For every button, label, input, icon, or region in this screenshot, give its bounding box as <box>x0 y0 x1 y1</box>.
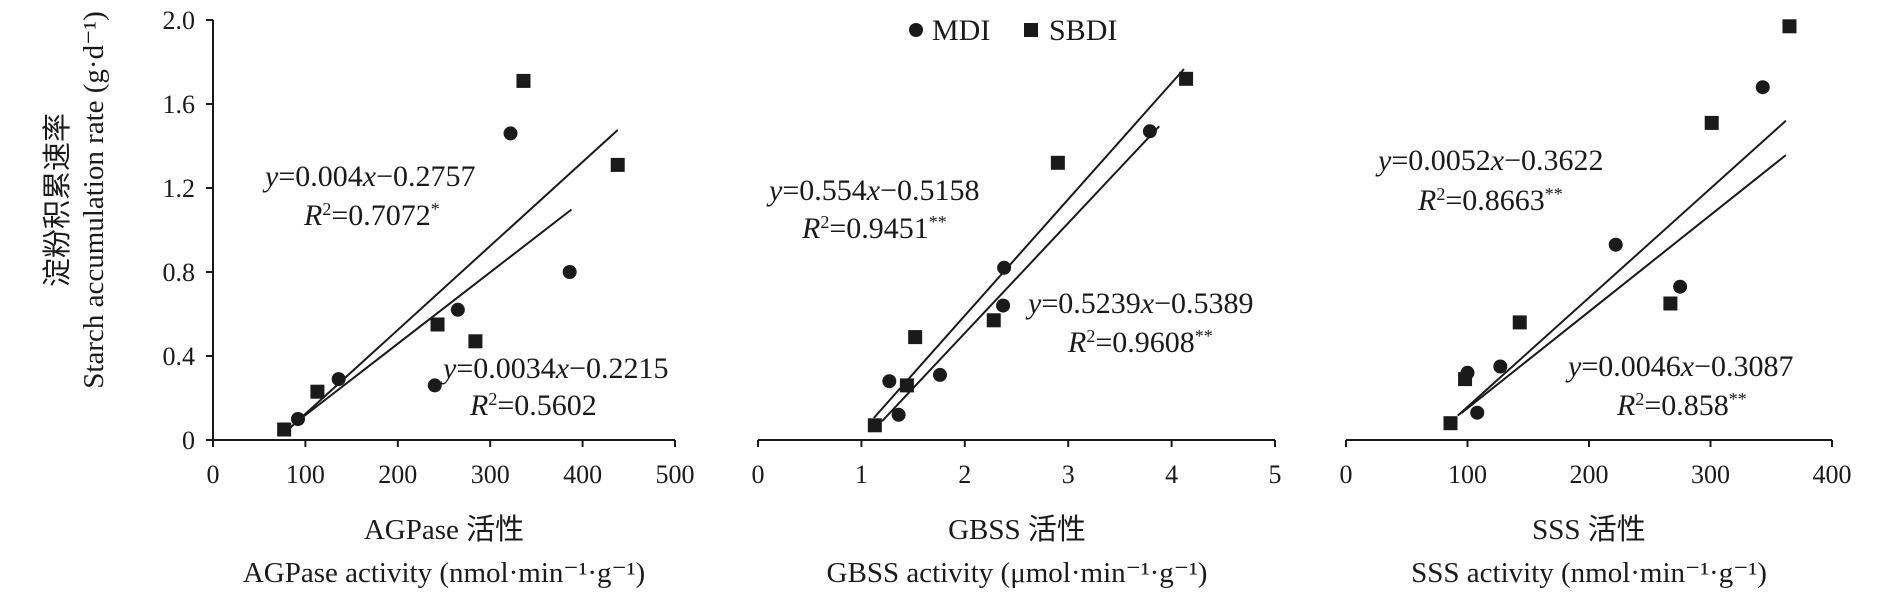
y-axis-title: 淀粉积累速率 Starch accumulation rate (g·d⁻¹) <box>41 11 110 388</box>
x-tick-label: 200 <box>1570 460 1609 489</box>
data-point-sbdi <box>1782 19 1797 34</box>
panel-sss: 0 100 200 300 400 SSS 活性 SSS activity (nmol·mi… <box>1340 19 1852 589</box>
r-squared-mdi: R2=0.5602 <box>469 389 597 422</box>
data-point-sbdi <box>1179 71 1194 86</box>
r-squared-sbdi: R2=0.9451** <box>801 212 947 245</box>
r-squared-sbdi: R2=0.7072* <box>303 199 440 232</box>
y-axis-title-cn: 淀粉积累速率 <box>41 113 74 287</box>
data-point-sbdi <box>310 384 325 399</box>
data-point-mdi <box>996 298 1011 313</box>
y-tick-label: 1.6 <box>163 90 196 119</box>
data-point-sbdi <box>908 330 923 345</box>
data-point-mdi <box>503 126 518 141</box>
x-tick-label: 500 <box>656 460 695 489</box>
x-tick-label: 100 <box>286 460 325 489</box>
fit-line-mdi <box>881 125 1160 422</box>
x-axis-title-en: AGPase activity (nmol·min⁻¹·g⁻¹) <box>243 557 645 589</box>
regression-equation-mdi: y=0.5239x−0.5389 <box>1025 287 1254 320</box>
data-point-mdi <box>1493 359 1508 374</box>
x-tick-label: 100 <box>1448 460 1487 489</box>
data-point-mdi <box>1470 405 1485 420</box>
x-axis-title-cn: GBSS 活性 <box>948 513 1086 546</box>
fit-line-mdi <box>1460 154 1787 414</box>
regression-equation-mdi: y=0.0046x−0.3087 <box>1565 350 1794 383</box>
fit-line-mdi <box>295 208 573 424</box>
x-tick-label: 4 <box>1165 460 1178 489</box>
data-point-mdi <box>882 374 897 389</box>
legend-circle-marker <box>909 23 923 37</box>
data-point-sbdi <box>899 378 914 393</box>
regression-equation-sbdi: y=0.554x−0.5158 <box>766 174 980 207</box>
data-point-mdi <box>1142 124 1157 139</box>
data-point-mdi <box>427 378 442 393</box>
y-axis-title-en: Starch accumulation rate (g·d⁻¹) <box>78 11 110 388</box>
legend: MDI SBDI <box>909 14 1117 47</box>
x-tick-label: 0 <box>752 460 765 489</box>
data-point-sbdi <box>1512 315 1527 330</box>
x-tick-label: 2 <box>958 460 971 489</box>
data-point-mdi <box>997 260 1012 275</box>
data-point-mdi <box>932 367 947 382</box>
data-point-mdi <box>1608 237 1623 252</box>
r-squared-mdi: R2=0.858** <box>1616 389 1747 422</box>
regression-equation-sbdi: y=0.0052x−0.3622 <box>1375 144 1604 177</box>
legend-label-sbdi: SBDI <box>1049 14 1117 47</box>
y-tick-label: 0.8 <box>163 258 196 287</box>
data-point-mdi <box>331 372 346 387</box>
data-point-sbdi <box>1050 155 1065 170</box>
data-point-sbdi <box>516 73 531 88</box>
data-point-sbdi <box>986 313 1001 328</box>
data-point-sbdi <box>867 418 882 433</box>
regression-equation-sbdi: y=0.004x−0.2757 <box>262 160 476 193</box>
x-axis-title-cn: AGPase 活性 <box>364 513 524 546</box>
x-tick-label: 400 <box>1813 460 1852 489</box>
x-tick-label: 1 <box>855 460 868 489</box>
data-point-sbdi <box>277 422 292 437</box>
r-squared-sbdi: R2=0.8663** <box>1417 184 1563 217</box>
panel-gbss: 0 1 2 3 4 5 GBSS 活性 GBSS activity (μmol·min⁻¹·g… <box>752 68 1282 589</box>
data-point-sbdi <box>1458 372 1473 387</box>
x-tick-label: 200 <box>378 460 417 489</box>
regression-equation-mdi: y=0.0034x−0.2215 <box>440 352 669 385</box>
data-point-sbdi <box>1663 296 1678 311</box>
panel-agpase: 0 0.4 0.8 1.2 1.6 2.0 0 100 200 300 400 500 AGPase 活… <box>163 6 695 589</box>
x-tick-label: 300 <box>471 460 510 489</box>
data-point-mdi <box>1755 80 1770 95</box>
r-squared-mdi: R2=0.9608** <box>1067 326 1213 359</box>
x-axis-title-en: GBSS activity (μmol·min⁻¹·g⁻¹) <box>827 557 1208 589</box>
data-point-mdi <box>1673 279 1688 294</box>
x-tick-label: 3 <box>1062 460 1075 489</box>
data-point-mdi <box>891 407 906 422</box>
y-tick-label: 0.4 <box>163 342 196 371</box>
data-point-sbdi <box>1704 115 1719 130</box>
y-tick-label: 1.2 <box>163 174 196 203</box>
data-point-sbdi <box>1443 416 1458 431</box>
x-tick-label: 300 <box>1691 460 1730 489</box>
x-tick-label: 0 <box>207 460 220 489</box>
data-point-sbdi <box>610 157 625 172</box>
x-tick-label: 0 <box>1340 460 1353 489</box>
data-point-mdi <box>450 302 465 317</box>
x-axis-title-en: SSS activity (nmol·min⁻¹·g⁻¹) <box>1411 557 1767 589</box>
data-point-mdi <box>562 265 577 279</box>
fit-line-sbdi <box>1457 120 1787 417</box>
fit-line-sbdi <box>873 68 1185 419</box>
y-tick-label: 0 <box>182 426 195 455</box>
data-point-mdi <box>291 412 306 426</box>
x-tick-label: 400 <box>563 460 602 489</box>
x-tick-label: 5 <box>1269 460 1282 489</box>
legend-label-mdi: MDI <box>932 14 990 47</box>
data-point-sbdi <box>430 317 445 332</box>
legend-square-marker <box>1024 23 1038 37</box>
y-tick-label: 2.0 <box>163 6 196 35</box>
x-axis-title-cn: SSS 活性 <box>1532 513 1646 546</box>
data-point-sbdi <box>468 334 483 349</box>
